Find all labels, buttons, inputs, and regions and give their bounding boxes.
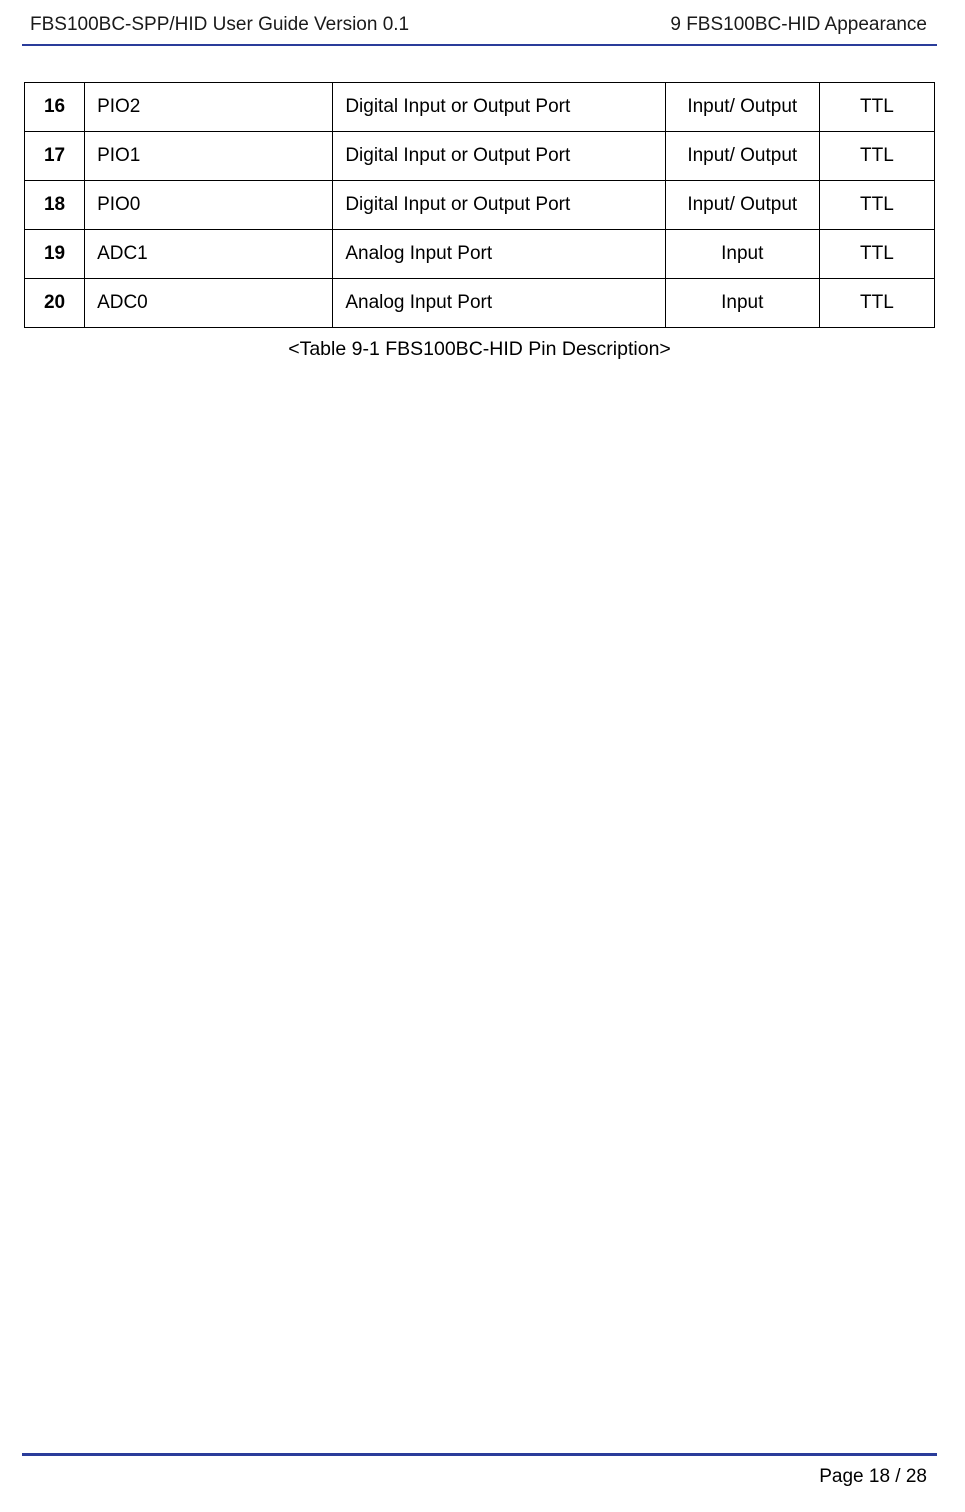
- table-row: 17 PIO1 Digital Input or Output Port Inp…: [25, 132, 935, 181]
- pin-dir-cell: Input: [665, 279, 819, 328]
- pin-number-cell: 18: [25, 181, 85, 230]
- pin-level-cell: TTL: [819, 181, 934, 230]
- footer-rule: [22, 1453, 937, 1456]
- pin-name-cell: ADC1: [85, 230, 333, 279]
- pin-description-table: 16 PIO2 Digital Input or Output Port Inp…: [24, 82, 935, 328]
- pin-number-cell: 19: [25, 230, 85, 279]
- table-caption: <Table 9-1 FBS100BC-HID Pin Description>: [24, 338, 935, 361]
- pin-level-cell: TTL: [819, 279, 934, 328]
- table-row: 16 PIO2 Digital Input or Output Port Inp…: [25, 83, 935, 132]
- pin-desc-cell: Digital Input or Output Port: [333, 132, 665, 181]
- table-row: 19 ADC1 Analog Input Port Input TTL: [25, 230, 935, 279]
- header-left: FBS100BC-SPP/HID User Guide Version 0.1: [30, 14, 409, 36]
- content-area: 16 PIO2 Digital Input or Output Port Inp…: [0, 46, 965, 361]
- pin-desc-cell: Digital Input or Output Port: [333, 83, 665, 132]
- pin-dir-cell: Input/ Output: [665, 83, 819, 132]
- page-number: Page 18 / 28: [819, 1466, 927, 1487]
- page-footer: Page 18 / 28: [819, 1466, 927, 1488]
- pin-dir-cell: Input/ Output: [665, 181, 819, 230]
- pin-name-cell: PIO1: [85, 132, 333, 181]
- pin-number-cell: 20: [25, 279, 85, 328]
- pin-desc-cell: Digital Input or Output Port: [333, 181, 665, 230]
- header-right: 9 FBS100BC-HID Appearance: [670, 14, 927, 36]
- pin-dir-cell: Input/ Output: [665, 132, 819, 181]
- page-header: FBS100BC-SPP/HID User Guide Version 0.1 …: [0, 0, 965, 44]
- pin-level-cell: TTL: [819, 132, 934, 181]
- pin-level-cell: TTL: [819, 83, 934, 132]
- pin-level-cell: TTL: [819, 230, 934, 279]
- table-row: 20 ADC0 Analog Input Port Input TTL: [25, 279, 935, 328]
- table-row: 18 PIO0 Digital Input or Output Port Inp…: [25, 181, 935, 230]
- pin-name-cell: PIO0: [85, 181, 333, 230]
- pin-dir-cell: Input: [665, 230, 819, 279]
- pin-name-cell: ADC0: [85, 279, 333, 328]
- pin-desc-cell: Analog Input Port: [333, 279, 665, 328]
- pin-number-cell: 16: [25, 83, 85, 132]
- pin-number-cell: 17: [25, 132, 85, 181]
- pin-desc-cell: Analog Input Port: [333, 230, 665, 279]
- pin-name-cell: PIO2: [85, 83, 333, 132]
